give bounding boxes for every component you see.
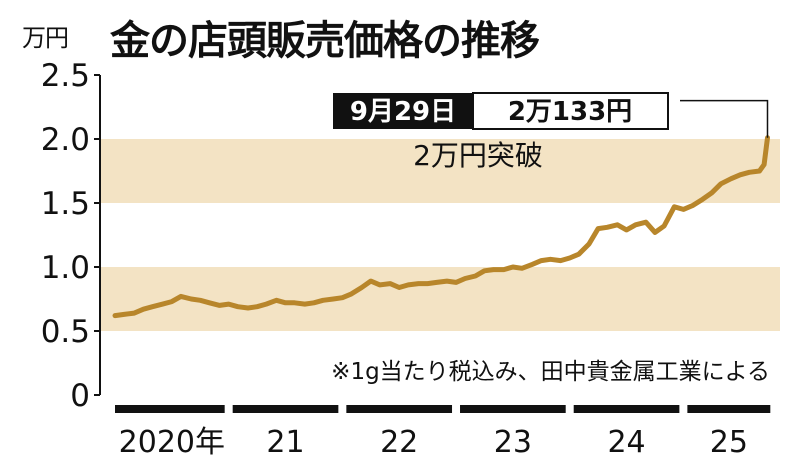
x-tick-label: 22 — [380, 425, 418, 460]
callout-leader — [680, 99, 769, 138]
callout-annotation: 2万円突破 — [413, 139, 543, 172]
chart-title: 金の店頭販売価格の推移 — [110, 18, 540, 64]
callout-date-box — [333, 93, 473, 129]
x-axis-year-segment — [460, 405, 566, 413]
x-axis-year-segment — [687, 405, 771, 413]
x-axis-year-segment — [232, 405, 339, 413]
callout-date: 9月29日 — [350, 97, 456, 127]
grid-band — [100, 139, 780, 203]
x-tick-label: 21 — [266, 425, 304, 460]
callout-value-box — [472, 92, 669, 130]
y-tick-label: 0.5 — [41, 314, 90, 350]
x-tick-label: 24 — [607, 425, 645, 460]
y-tick-label: 1.0 — [41, 250, 90, 286]
grid-band — [100, 267, 780, 331]
y-axis-unit-label: 万円 — [22, 24, 69, 52]
chart-footnote: ※1g当たり税込み、田中貴金属工業による — [331, 359, 770, 385]
y-tick-label: 0 — [70, 378, 90, 414]
x-axis-year-segment — [346, 405, 453, 413]
x-tick-label: 25 — [710, 425, 748, 460]
series-line — [112, 135, 770, 319]
x-tick-label: 2020年 — [119, 425, 225, 460]
x-axis-year-segment — [115, 405, 225, 413]
y-tick-label: 1.5 — [41, 186, 90, 222]
x-axis-year-segment — [573, 405, 680, 413]
x-tick-label: 23 — [494, 425, 532, 460]
callout-value: 2万133円 — [508, 97, 632, 127]
y-tick-label: 2.0 — [41, 122, 90, 158]
y-tick-label: 2.5 — [41, 58, 90, 94]
